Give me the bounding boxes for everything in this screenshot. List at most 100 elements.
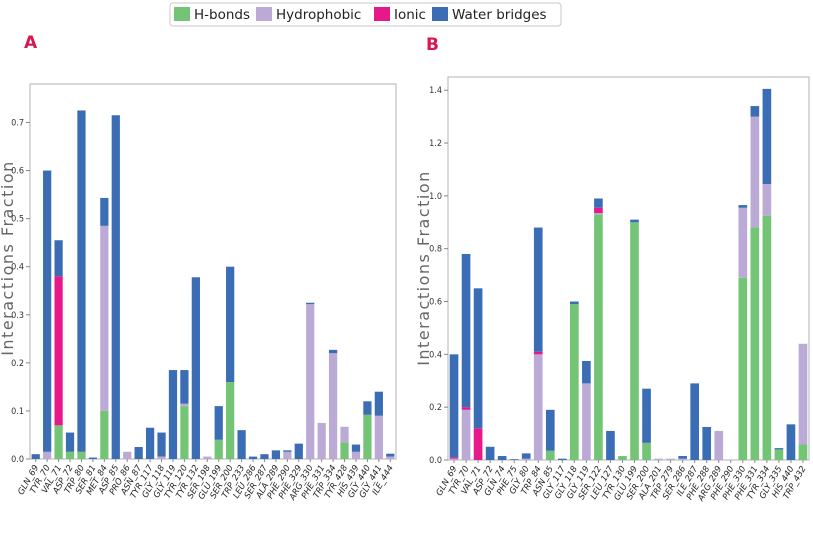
panel-b-bar-trp-84-hydrophobic — [533, 354, 543, 460]
panel-b-ytick-label: 0.6 — [429, 298, 442, 308]
panel-b-bar-tyr-70-hydrophobic — [461, 409, 471, 460]
panel-b-bar-ser-122-hydrophobic — [594, 213, 603, 215]
panel-b-bar-trp-84-ionic — [533, 351, 543, 355]
panel-a-bar-ile-444-water-bridges — [386, 453, 395, 457]
panel-b-bar-tyr-334-hydrophobic — [762, 183, 772, 216]
panel-b-bar-asn-85-h-bonds — [545, 450, 555, 460]
panel-a-bar-phe-331-hydrophobic — [317, 422, 326, 459]
panel-a-bar-asp-72-h-bonds — [65, 451, 75, 459]
panel-a-bar-gly-118-hydrophobic — [157, 456, 166, 459]
panel-b-bar-gln-69-water-bridges — [449, 354, 459, 458]
panel-b-plot: 0.00.20.40.60.81.01.21.4GLN_69TYR_70VAL_… — [429, 76, 810, 504]
panel-a-bar-phe-290-water-bridges — [283, 450, 292, 452]
panel-a-bar-gly-440-water-bridges — [363, 401, 372, 415]
panel-a-bar-trp-334-water-bridges — [328, 349, 338, 354]
panel-b-bar-trp-279-hydrophobic — [666, 458, 675, 460]
panel-a-plot: 0.00.10.20.30.40.50.60.7GLN_69TYR_70VAL_… — [11, 83, 397, 503]
panel-a-bar-gly-119-water-bridges — [168, 370, 178, 459]
panel-b-bar-gly-118-water-bridges — [570, 301, 579, 305]
panel-b-bar-ser-122-h-bonds — [594, 214, 603, 460]
panel-a-bar-trp-334-hydrophobic — [328, 353, 338, 459]
panel-a-bar-gly-441-hydrophobic — [374, 415, 383, 459]
legend-swatch-hbonds — [174, 7, 190, 21]
panel-b-bar-gly-119-hydrophobic — [582, 383, 591, 460]
panel-a-bar-tyr-120-water-bridges — [180, 370, 189, 404]
panel-a-bar-arg-330-hydrophobic — [306, 304, 315, 459]
panel-b-bar-glu-199-water-bridges — [630, 219, 639, 223]
panel-a-ytick-label: 0.1 — [11, 407, 24, 417]
panel-b-ytick-label: 0.8 — [429, 245, 442, 255]
panel-b-bar-ser-286-water-bridges — [678, 456, 687, 459]
panel-a-bar-ile-444-hydrophobic — [386, 456, 395, 459]
panel-b-bar-phe-330-water-bridges — [738, 205, 748, 208]
legend-label-hydrophobic: Hydrophobic — [276, 7, 361, 23]
panel-b-bar-tyr-70-water-bridges — [461, 253, 471, 408]
panel-b-bar-gly-335-h-bonds — [774, 449, 784, 460]
panel-a-bar-gly-118-water-bridges — [157, 432, 166, 457]
panel-b-bar-gly-119-water-bridges — [582, 360, 591, 384]
panel-a-bar-ala-289-water-bridges — [271, 450, 281, 459]
panel-a-bar-glu-199-water-bridges — [214, 406, 223, 440]
panel-a-bar-asn-87-water-bridges — [134, 446, 143, 459]
panel-b-bar-gln-69-hydrophobic — [449, 458, 459, 460]
panel-b-bar-ile-287-water-bridges — [690, 383, 700, 460]
panel-b-bar-gly-117-water-bridges — [557, 458, 567, 460]
legend-swatch-hydrophobic — [256, 7, 272, 21]
panel-b-bar-gly-80-hydrophobic — [521, 458, 531, 460]
panel-a-bar-arg-330-water-bridges — [306, 302, 315, 305]
panel-b-bar-arg-289-hydrophobic — [714, 430, 724, 460]
panel-b-bar-trp-432-hydrophobic — [798, 343, 808, 445]
panel-a-bar-tyr-117-water-bridges — [145, 427, 155, 459]
panel-b-bar-gln-74-water-bridges — [497, 456, 507, 460]
panel-a-bar-trp-233-water-bridges — [237, 430, 246, 459]
panel-b-ytick-label: 0.0 — [429, 456, 442, 466]
panel-a-bar-tyr-428-h-bonds — [340, 442, 349, 459]
panel-a-bar-leu-286-water-bridges — [248, 456, 258, 459]
panel-a-bar-gly-440-h-bonds — [363, 414, 372, 459]
legend-swatch-ionic — [374, 7, 390, 21]
legend-label-water-bridges: Water bridges — [452, 7, 547, 23]
panel-a-bar-met-84-h-bonds — [100, 410, 109, 459]
panel-a-bar-met-84-hydrophobic — [100, 225, 109, 411]
panel-b-bar-tyr-334-water-bridges — [762, 88, 772, 184]
panel-b-bar-tyr-334-h-bonds — [762, 215, 772, 460]
panel-b-bar-tyr-130-h-bonds — [618, 456, 627, 460]
panel-a-ytick-label: 0.5 — [11, 215, 24, 225]
panel-b-letter: B — [426, 35, 439, 55]
panel-a-letter: A — [24, 33, 38, 53]
panel-a-bar-gly-441-water-bridges — [374, 391, 383, 416]
panel-a-bar-tyr-120-hydrophobic — [180, 403, 189, 407]
panel-b-bar-asp-72-water-bridges — [485, 446, 495, 460]
panel-a-ytick-label: 0.6 — [11, 167, 24, 177]
panel-b-ytick-label: 0.4 — [429, 350, 442, 360]
panel-b-ylabel: Interactions Fraction — [414, 170, 433, 366]
panel-b-bar-trp-432-h-bonds — [798, 444, 808, 460]
panel-b-ytick-label: 1.4 — [429, 86, 442, 96]
panel-b-bar-glu-199-h-bonds — [630, 222, 639, 460]
panel-a-bar-asp-72-water-bridges — [65, 432, 75, 452]
panel-a-bar-pro-86-hydrophobic — [123, 451, 132, 459]
panel-a-bar-tyr-70-water-bridges — [43, 170, 52, 452]
panel-b-bar-phe-331-h-bonds — [750, 227, 760, 460]
panel-a-bar-met-84-water-bridges — [100, 197, 109, 226]
panel-b-bar-phe-330-hydrophobic — [738, 207, 748, 278]
panel-a-bar-his-439-hydrophobic — [351, 451, 361, 459]
panel-b-bar-tyr-70-ionic — [461, 407, 471, 410]
panel-b-bar-gly-335-water-bridges — [774, 448, 784, 450]
legend-label-ionic: Ionic — [394, 7, 426, 23]
panel-a-bar-trp-80-water-bridges — [77, 110, 86, 452]
panel-a-bar-gln-69-water-bridges — [31, 454, 40, 459]
panel-a-bar-ser-200-h-bonds — [226, 382, 235, 459]
panel-a-bar-ser-287-water-bridges — [260, 454, 269, 459]
panel-b-ytick-label: 1.0 — [429, 192, 442, 202]
panel-b-bar-ser-122-water-bridges — [594, 198, 603, 208]
panel-b-bar-ser-200-water-bridges — [642, 388, 651, 443]
panel-b-bar-gln-69-ionic — [449, 457, 459, 459]
panel-b-bar-phe-330-h-bonds — [738, 277, 748, 460]
panel-b-bar-phe-331-water-bridges — [750, 106, 760, 117]
panel-a-bar-glu-199-h-bonds — [214, 439, 223, 459]
panel-a-bar-ser-198-hydrophobic — [203, 456, 212, 459]
panel-b-bar-leu-127-water-bridges — [606, 430, 615, 460]
panel-b-plot-frame — [447, 76, 810, 461]
